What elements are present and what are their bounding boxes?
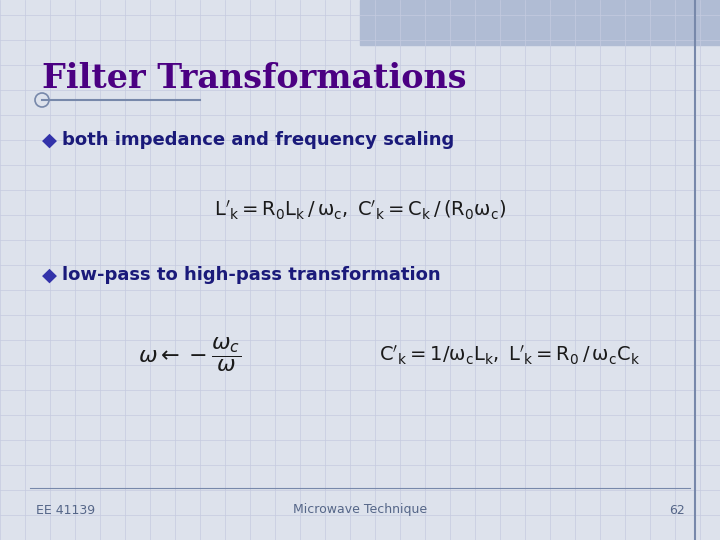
Text: ◆: ◆ <box>42 131 57 150</box>
Text: $\mathrm{C'_k = 1/\omega_c L_k,\;L'_k = R_0\,/\,\omega_c C_k}$: $\mathrm{C'_k = 1/\omega_c L_k,\;L'_k = … <box>379 343 641 367</box>
Text: Filter Transformations: Filter Transformations <box>42 62 467 94</box>
Text: 62: 62 <box>670 503 685 516</box>
Text: Microwave Technique: Microwave Technique <box>293 503 427 516</box>
Bar <box>360 0 720 45</box>
Text: ◆: ◆ <box>42 266 57 285</box>
Text: $\omega \leftarrow -\dfrac{\omega_c}{\omega}$: $\omega \leftarrow -\dfrac{\omega_c}{\om… <box>138 336 241 374</box>
Text: both impedance and frequency scaling: both impedance and frequency scaling <box>62 131 454 149</box>
Text: $\mathrm{L'_k = R_0 L_k\,/\,\omega_c,\;C'_k = C_k\,/\,(R_0\omega_c)}$: $\mathrm{L'_k = R_0 L_k\,/\,\omega_c,\;C… <box>214 198 506 221</box>
Text: low-pass to high-pass transformation: low-pass to high-pass transformation <box>62 266 441 284</box>
Text: EE 41139: EE 41139 <box>36 503 95 516</box>
